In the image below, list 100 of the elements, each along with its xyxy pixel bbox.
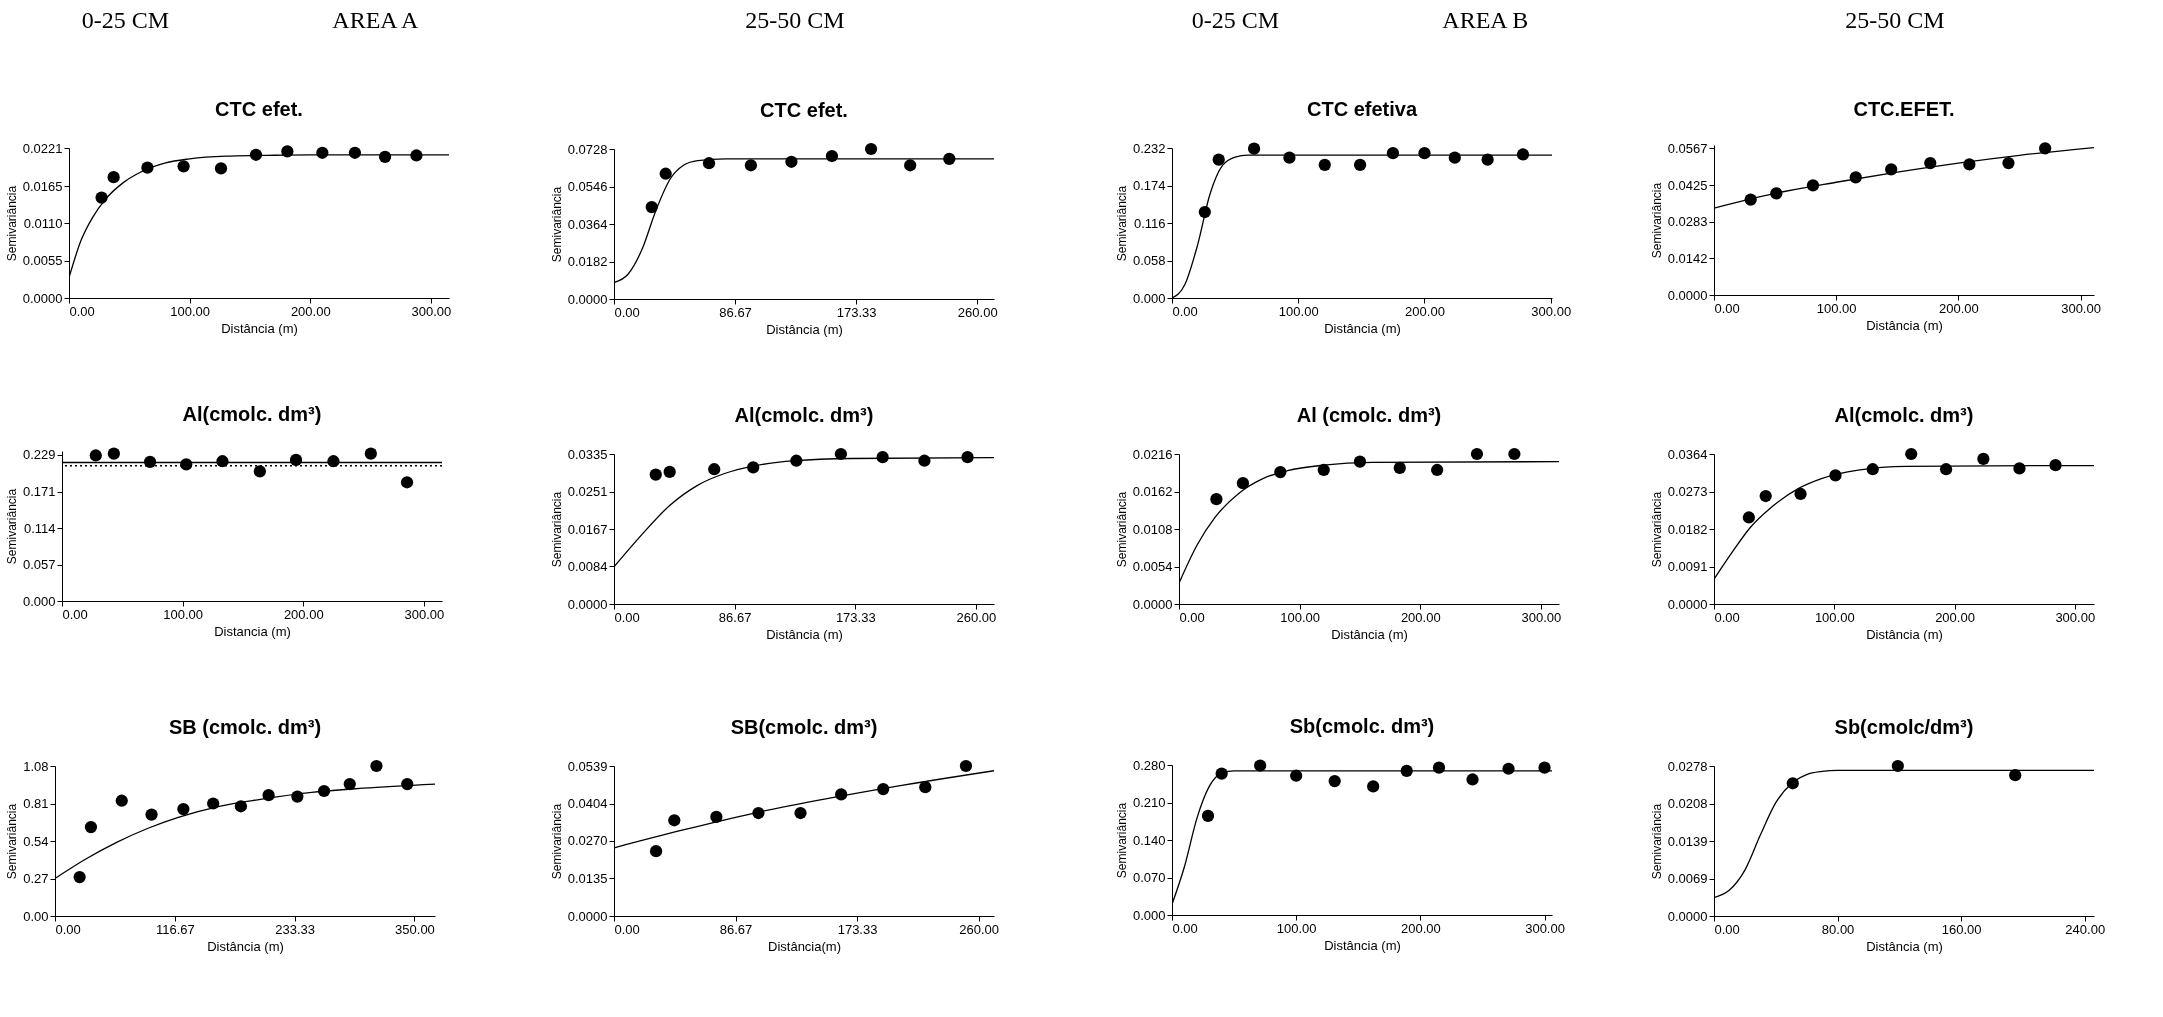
point <box>1431 463 1444 477</box>
x-axis-title: Distancia (m) <box>214 623 291 639</box>
x-tick-label: 300.00 <box>2055 609 2096 625</box>
x-tick-label: 300.00 <box>1531 303 1572 319</box>
y-tick-label: 0.0270 <box>567 833 608 849</box>
y-tick-label: 0.140 <box>1132 832 1166 848</box>
point <box>281 145 294 158</box>
x-tick-label: 200.00 <box>1400 609 1441 625</box>
x-tick-label: 0.00 <box>1179 609 1205 625</box>
y-tick-label: 0.27 <box>23 871 49 886</box>
x-tick-label: 0.00 <box>55 921 81 937</box>
x-tick-label: 80.00 <box>1821 921 1855 937</box>
text: 0-25 CM <box>1191 7 1279 34</box>
point <box>378 150 392 163</box>
x-axis-title: Distância (m) <box>766 626 843 642</box>
x-axis-title: Distância (m) <box>766 321 843 337</box>
point <box>89 449 102 462</box>
x-tick-label: 86.67 <box>719 304 752 320</box>
y-tick-label: 0.0142 <box>1667 250 1708 266</box>
y-axis-title: Semivariância <box>1649 491 1664 568</box>
y-tick-label: 0.057 <box>22 557 56 573</box>
point <box>327 455 340 468</box>
y-tick-label: 0.0000 <box>22 290 63 306</box>
x-axis-title: Distância (m) <box>1866 938 1943 954</box>
x-tick-label: 300.00 <box>1525 920 1565 936</box>
point <box>143 455 157 468</box>
x-tick-label: 100.00 <box>1280 609 1321 625</box>
text: AREA B <box>1442 7 1529 34</box>
point <box>249 148 263 161</box>
y-tick-label: 0.0251 <box>567 484 608 500</box>
y-tick-label: 0.0054 <box>1132 559 1173 574</box>
y-tick-label: 0.171 <box>22 484 56 500</box>
y-tick-label: 0.0216 <box>1132 446 1173 462</box>
point <box>95 191 108 204</box>
y-axis-title: Semivariância <box>4 185 19 262</box>
point <box>141 161 154 174</box>
y-tick-label: 0.229 <box>22 447 56 463</box>
text: 25-50 CM <box>1845 7 1945 34</box>
y-axis-title: Semivariância <box>1649 182 1664 259</box>
x-axis-title: Distância(m) <box>768 938 841 954</box>
x-tick-label: 300.00 <box>1521 609 1562 625</box>
y-tick-label: 0.0000 <box>1667 908 1708 924</box>
chart-title: Al(cmolc. dm³) <box>734 403 874 426</box>
x-tick-label: 100.00 <box>170 303 211 319</box>
x-tick-label: 350.00 <box>395 921 435 937</box>
y-tick-label: 0.0162 <box>1132 484 1173 499</box>
x-axis-title: Distância (m) <box>207 938 284 954</box>
chart-title: SB(cmolc. dm³) <box>730 715 878 738</box>
text: AREA A <box>332 7 419 34</box>
x-tick-label: 0.00 <box>1172 920 1198 936</box>
y-tick-label: 0.0084 <box>567 558 608 574</box>
point <box>180 458 193 471</box>
y-tick-label: 0.54 <box>23 833 49 849</box>
y-tick-label: 0.0091 <box>1667 559 1708 574</box>
point <box>364 447 377 460</box>
x-tick-label: 173.33 <box>836 304 877 320</box>
chart-title: Sb(cmolc/dm³) <box>1834 715 1974 738</box>
point <box>177 160 190 173</box>
x-tick-label: 100.00 <box>1814 609 1855 625</box>
text: 0-25 CM <box>81 7 169 34</box>
y-tick-label: 0.174 <box>1132 178 1166 193</box>
point <box>1393 461 1406 474</box>
point <box>348 146 362 159</box>
y-tick-label: 0.0364 <box>1667 446 1708 462</box>
x-tick-label: 200.00 <box>1405 303 1445 319</box>
point <box>107 447 120 460</box>
x-tick-label: 0.00 <box>69 303 95 319</box>
x-axis-title: Distância (m) <box>1324 937 1401 953</box>
y-tick-label: 0.0165 <box>22 178 63 194</box>
y-tick-label: 0.0273 <box>1667 484 1708 499</box>
y-tick-label: 0.210 <box>1132 795 1166 810</box>
y-tick-label: 0.00 <box>23 908 49 924</box>
chart-title: CTC efet. <box>760 98 848 121</box>
point <box>1210 493 1223 506</box>
y-tick-label: 0.000 <box>1132 290 1166 306</box>
y-tick-label: 0.0182 <box>1667 521 1708 537</box>
point <box>216 455 229 468</box>
y-tick-label: 0.116 <box>1133 215 1166 231</box>
chart-title: Al(cmolc. dm³) <box>182 403 322 426</box>
y-tick-label: 0.0000 <box>567 291 608 307</box>
point <box>1236 477 1250 490</box>
y-tick-label: 0.0139 <box>1667 833 1708 849</box>
x-tick-label: 116.67 <box>155 921 195 937</box>
x-tick-label: 100.00 <box>1276 920 1317 936</box>
x-tick-label: 0.00 <box>614 921 640 937</box>
x-tick-label: 300.00 <box>411 303 452 319</box>
y-tick-label: 0.0167 <box>567 521 608 537</box>
x-axis-title: Distância (m) <box>1331 626 1408 642</box>
point <box>253 465 266 478</box>
x-tick-label: 160.00 <box>1941 921 1982 937</box>
x-tick-label: 233.33 <box>275 921 316 937</box>
x-tick-label: 173.33 <box>835 609 876 625</box>
y-tick-label: 0.0110 <box>23 215 63 231</box>
chart-title: SB (cmolc. dm³) <box>168 715 322 738</box>
x-tick-label: 86.67 <box>719 921 753 937</box>
y-tick-label: 0.0208 <box>1667 796 1708 812</box>
y-tick-label: 0.070 <box>1132 870 1166 885</box>
point <box>1508 447 1521 461</box>
text: 25-50 CM <box>745 7 845 34</box>
chart-title: Al(cmolc. dm³) <box>1834 403 1974 426</box>
